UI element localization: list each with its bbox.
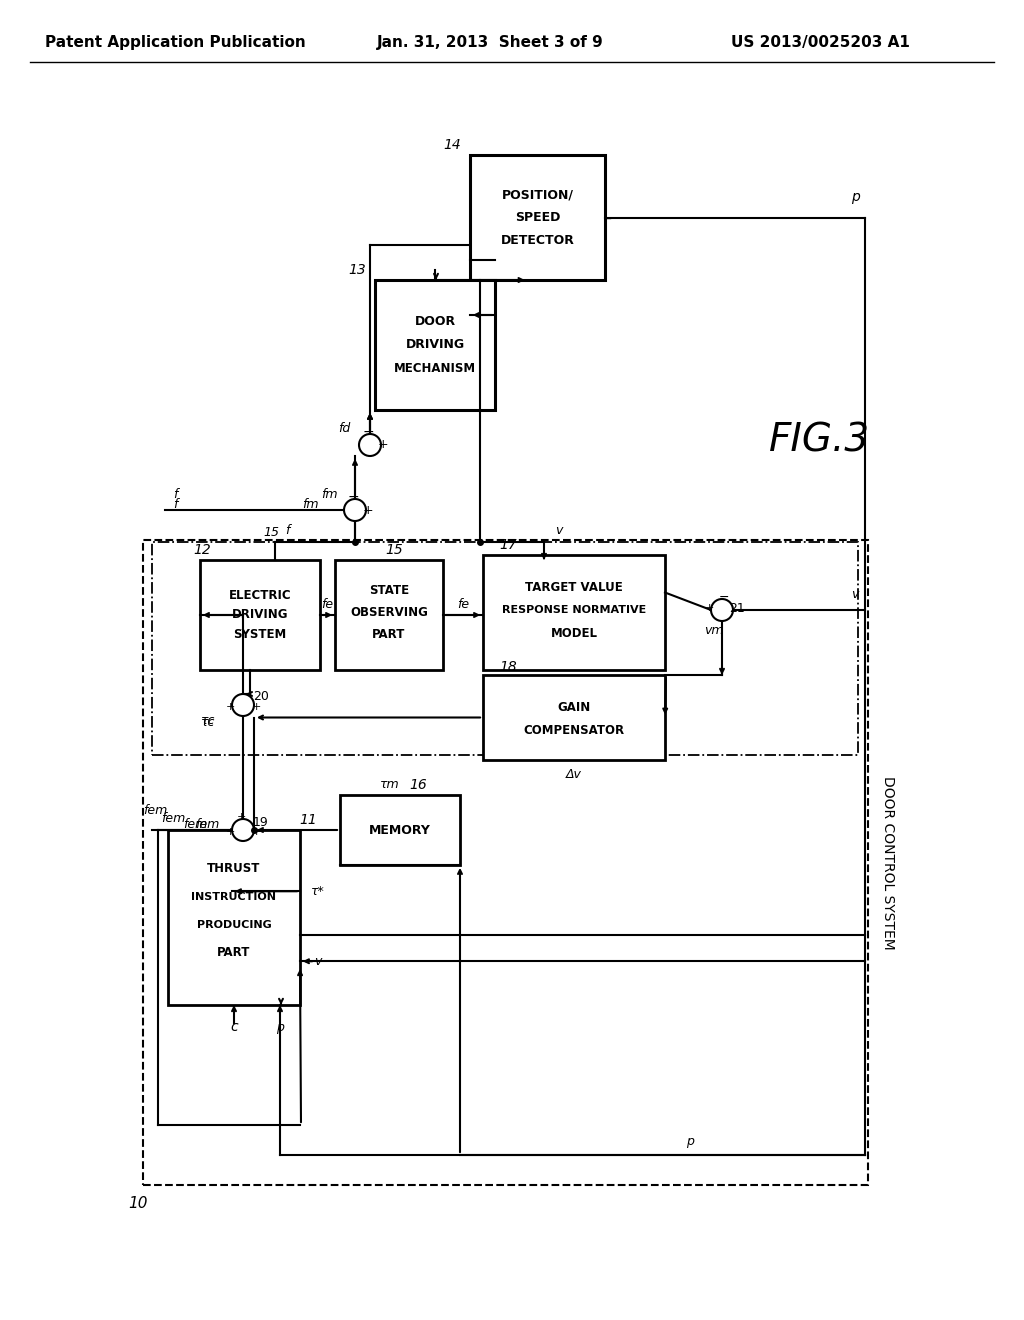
Text: POSITION/: POSITION/	[502, 189, 573, 202]
Text: p: p	[686, 1135, 694, 1148]
Text: MECHANISM: MECHANISM	[394, 362, 476, 375]
Text: DRIVING: DRIVING	[406, 338, 465, 351]
Text: COMPENSATOR: COMPENSATOR	[523, 723, 625, 737]
Text: −: −	[719, 590, 729, 603]
Text: Patent Application Publication: Patent Application Publication	[45, 34, 305, 49]
Bar	[152, 543, 858, 755]
Text: PART: PART	[373, 628, 406, 642]
Text: τc: τc	[201, 714, 215, 726]
Text: GAIN: GAIN	[557, 701, 591, 714]
Text: 12: 12	[194, 543, 211, 557]
Text: 15: 15	[263, 525, 279, 539]
Bar	[375, 280, 495, 411]
Text: fd: fd	[338, 422, 350, 436]
Circle shape	[359, 434, 381, 455]
Text: fem: fem	[161, 812, 185, 825]
Text: RESPONSE NORMATIVE: RESPONSE NORMATIVE	[502, 605, 646, 615]
Text: INSTRUCTION: INSTRUCTION	[191, 891, 276, 902]
Text: MODEL: MODEL	[551, 627, 597, 640]
Text: 15: 15	[385, 543, 402, 557]
Text: vm: vm	[705, 623, 724, 636]
Text: v: v	[314, 954, 322, 968]
Text: PRODUCING: PRODUCING	[197, 920, 271, 929]
Text: TARGET VALUE: TARGET VALUE	[525, 581, 623, 594]
Text: DETECTOR: DETECTOR	[501, 234, 574, 247]
Text: Jan. 31, 2013  Sheet 3 of 9: Jan. 31, 2013 Sheet 3 of 9	[377, 34, 603, 49]
Text: 11: 11	[299, 813, 316, 828]
Text: fm: fm	[302, 499, 318, 511]
Text: FIG.3: FIG.3	[769, 421, 870, 459]
Bar	[470, 154, 605, 280]
Text: DOOR: DOOR	[415, 315, 456, 329]
Text: v: v	[555, 524, 562, 536]
Text: PART: PART	[217, 946, 251, 960]
Text: −: −	[347, 490, 358, 504]
Text: 13: 13	[348, 263, 366, 277]
Text: STATE: STATE	[369, 585, 409, 597]
Bar	[143, 540, 868, 1185]
Text: SYSTEM: SYSTEM	[233, 628, 287, 642]
Text: τ*: τ*	[311, 884, 325, 898]
Bar	[200, 560, 319, 671]
Text: +: +	[225, 702, 234, 711]
Circle shape	[344, 499, 366, 521]
Bar	[335, 560, 443, 671]
Text: p: p	[276, 1020, 284, 1034]
Text: f: f	[173, 488, 177, 502]
Text: f: f	[285, 524, 289, 536]
Text: fe: fe	[457, 598, 469, 611]
Text: p: p	[851, 190, 859, 205]
Circle shape	[232, 818, 254, 841]
Text: 14: 14	[443, 139, 461, 152]
Text: DOOR CONTROL SYSTEM: DOOR CONTROL SYSTEM	[881, 776, 895, 949]
Text: v: v	[851, 589, 859, 602]
Text: fem: fem	[195, 818, 219, 832]
Text: f: f	[173, 499, 177, 511]
Text: ELECTRIC: ELECTRIC	[228, 589, 291, 602]
Text: fem: fem	[183, 818, 207, 832]
Text: MEMORY: MEMORY	[369, 824, 431, 837]
Text: OBSERVING: OBSERVING	[350, 606, 428, 619]
Text: THRUST: THRUST	[207, 862, 261, 875]
Text: +: +	[362, 503, 374, 516]
Text: fe: fe	[322, 598, 334, 611]
Bar	[483, 675, 665, 760]
Bar	[168, 830, 300, 1005]
Text: fm: fm	[321, 487, 337, 500]
Text: τm: τm	[380, 779, 399, 792]
Bar	[483, 554, 665, 671]
Text: 21: 21	[729, 602, 744, 615]
Text: +: +	[378, 438, 388, 451]
Text: +: +	[225, 828, 234, 837]
Text: τc: τc	[201, 717, 215, 730]
Text: 10: 10	[128, 1196, 147, 1210]
Text: 19: 19	[253, 816, 269, 829]
Text: +: +	[705, 603, 714, 612]
Circle shape	[232, 694, 254, 715]
Text: −: −	[362, 425, 374, 440]
Text: 16: 16	[410, 777, 427, 792]
Text: SPEED: SPEED	[515, 211, 560, 224]
Text: Δv: Δv	[566, 768, 582, 781]
Circle shape	[711, 599, 733, 620]
Text: 18: 18	[499, 660, 517, 675]
Text: 17: 17	[499, 539, 517, 552]
Text: +: +	[237, 812, 246, 822]
Text: +: +	[251, 702, 261, 711]
Text: +: +	[251, 828, 261, 837]
Bar	[340, 795, 460, 865]
Text: US 2013/0025203 A1: US 2013/0025203 A1	[730, 34, 909, 49]
Text: DRIVING: DRIVING	[231, 609, 288, 622]
Text: 20: 20	[253, 690, 269, 704]
Text: fem: fem	[143, 804, 167, 817]
Text: c: c	[230, 1020, 238, 1034]
